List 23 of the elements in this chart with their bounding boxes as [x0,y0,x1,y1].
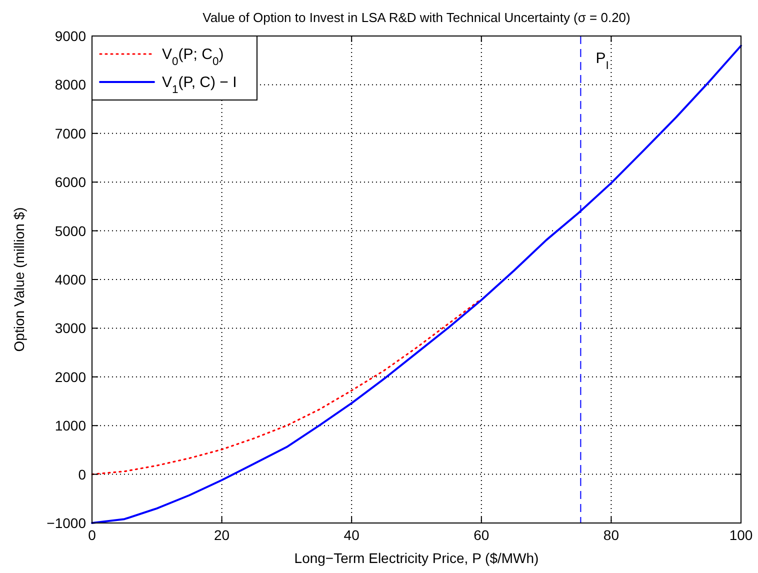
y-tick-label: 9000 [54,28,86,44]
x-tick-label: 100 [729,527,753,543]
ref-line-label: P$_{I}$ [596,50,609,72]
y-axis-title: Option Value (million $) [11,207,27,352]
x-tick-label: 20 [214,527,230,543]
x-tick-label: 0 [88,527,96,543]
y-tick-label: −1000 [46,515,86,531]
chart-title: Value of Option to Invest in LSA R&D with Technical Uncertainty (σ = 0.20) [202,10,630,25]
x-tick-label: 80 [603,527,620,543]
y-tick-label: 5000 [54,222,86,239]
y-tick-label: 6000 [54,174,86,190]
y-tick-label: 7000 [54,125,86,142]
x-tick-label: 40 [344,527,360,543]
y-tick-label: 8000 [54,76,86,93]
x-tick-label: 60 [474,527,490,543]
y-tick-label: 2000 [54,368,86,385]
y-tick-label: 3000 [54,320,86,336]
y-tick-label: 4000 [54,272,86,288]
legend-label: V$_{0}$(P; C$_{0}$) [162,46,224,68]
y-tick-label: 1000 [54,418,86,434]
legend-label: V$_{1}$(P, C) − I [162,74,237,96]
y-tick-label: 0 [78,466,86,482]
x-axis-title: Long−Term Electricity Price, P ($/MWh) [294,550,539,566]
